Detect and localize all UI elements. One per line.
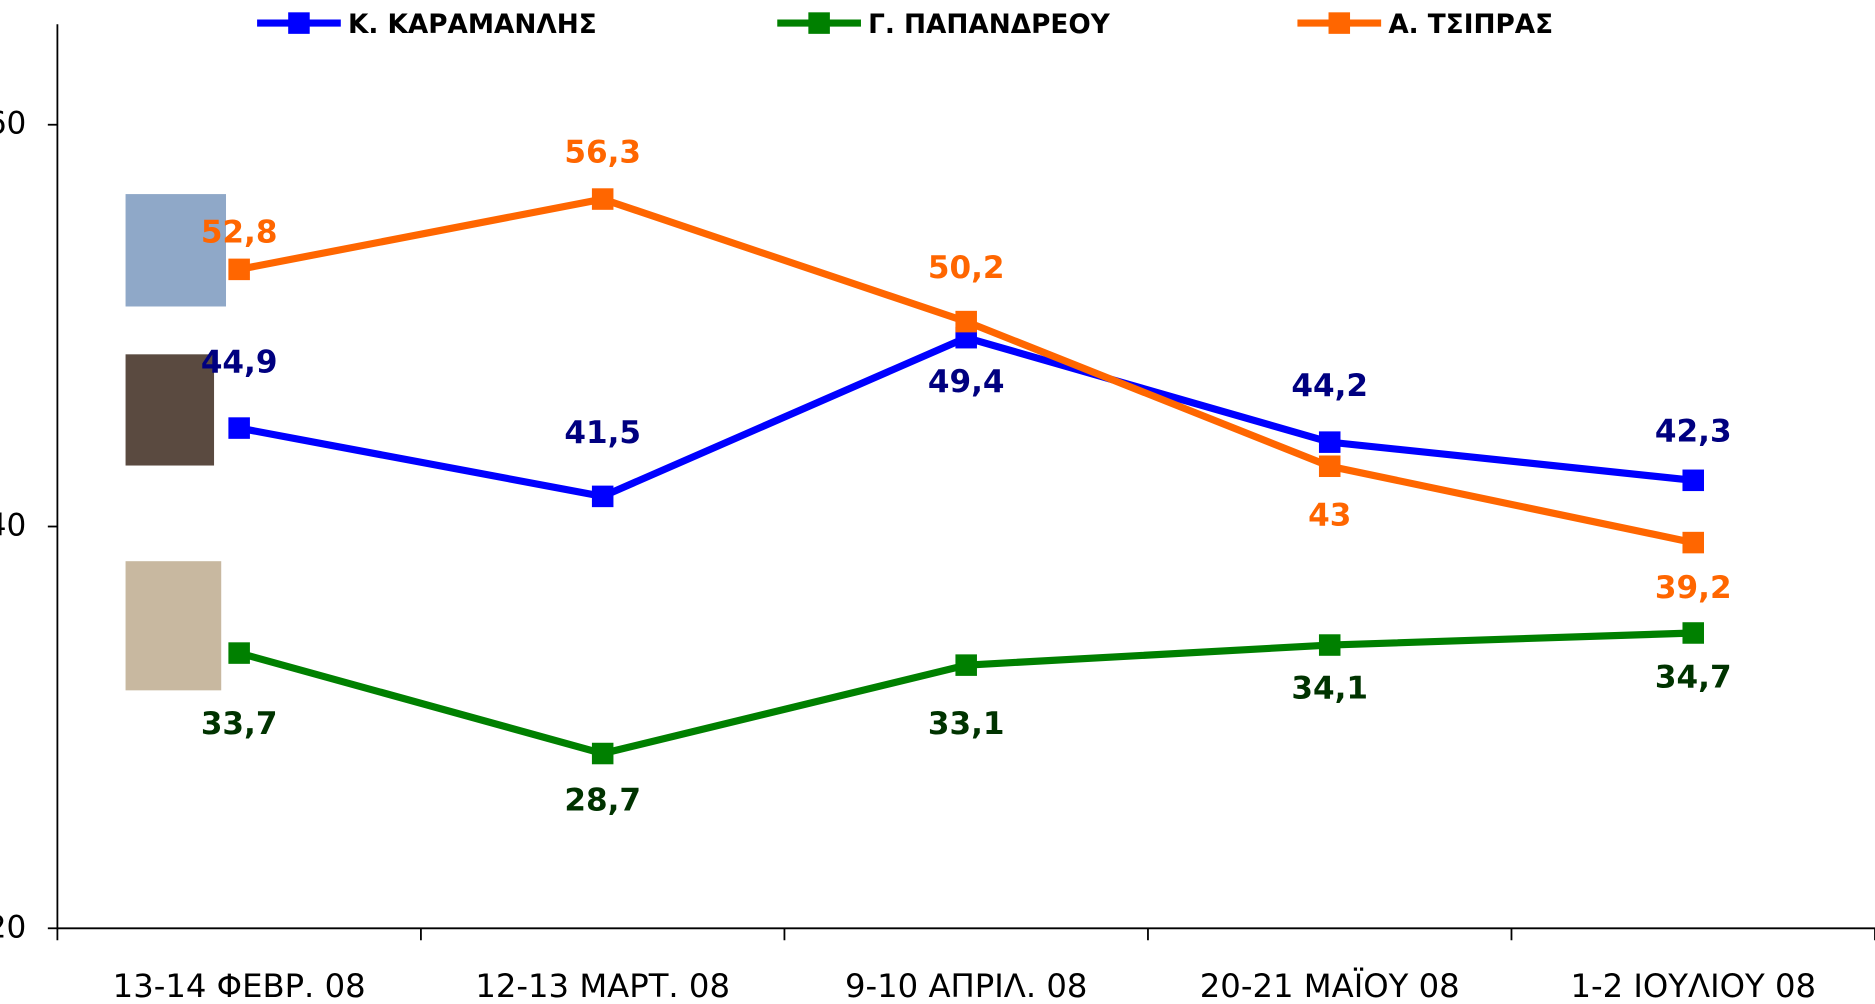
point-marker: [1318, 431, 1341, 453]
photo: [125, 354, 215, 466]
legend-label: Α. ΤΣΙΠΡΑΣ: [1388, 10, 1553, 40]
data-label: 44,2: [1291, 368, 1368, 404]
data-label: 34,7: [1655, 659, 1732, 695]
photos: [125, 194, 227, 691]
x-tick-label: 20-21 ΜΑΪΟΥ 08: [1200, 967, 1460, 1004]
legend-label: Γ. ΠΑΠΑΝΔΡΕΟΥ: [868, 10, 1111, 40]
series-line: [238, 333, 1694, 501]
data-label: 44,9: [201, 345, 278, 381]
point-marker: [1318, 455, 1341, 478]
point-marker: [228, 642, 250, 664]
y-tick-label: 60: [0, 106, 26, 142]
data-label: 39,2: [1655, 570, 1732, 606]
point-marker: [1682, 531, 1705, 554]
photo: [125, 561, 222, 691]
y-tick-label: 40: [0, 508, 26, 544]
y-tick-label: 20: [0, 909, 26, 945]
point-marker: [955, 310, 977, 333]
point-marker: [591, 742, 614, 765]
legend-marker: [288, 12, 310, 34]
point-marker: [591, 485, 614, 508]
point-marker: [591, 188, 614, 210]
legend-label: Κ. ΚΑΡΑΜΑΝΛΗΣ: [348, 10, 597, 40]
data-label: 52,8: [201, 214, 278, 250]
data-label: 49,4: [928, 364, 1005, 400]
data-label: 56,3: [564, 135, 641, 171]
data-label: 42,3: [1655, 413, 1732, 449]
data-label: 34,1: [1291, 670, 1368, 706]
point-marker: [228, 258, 250, 281]
data-label: 28,7: [564, 782, 641, 818]
point-marker: [955, 654, 977, 676]
data-label: 33,7: [201, 706, 278, 742]
x-tick-label: 9-10 ΑΠΡΙΛ. 08: [845, 967, 1087, 1004]
legend-marker: [1328, 12, 1351, 34]
data-label: 41,5: [564, 415, 641, 451]
legend-marker: [808, 12, 830, 34]
data-label: 33,1: [928, 706, 1005, 742]
data-label: 43: [1308, 497, 1351, 533]
x-tick-label: 12-13 ΜΑΡΤ. 08: [475, 967, 730, 1004]
point-marker: [228, 417, 250, 439]
point-marker: [1318, 634, 1341, 656]
x-tick-label: 1-2 ΙΟΥΛΙΟΥ 08: [1570, 967, 1816, 1004]
point-marker: [1682, 622, 1705, 644]
point-marker: [1682, 469, 1705, 492]
data-label: 50,2: [928, 250, 1005, 286]
x-tick-label: 13-14 ΦΕΒΡ. 08: [113, 967, 366, 1004]
photo: [125, 194, 227, 307]
